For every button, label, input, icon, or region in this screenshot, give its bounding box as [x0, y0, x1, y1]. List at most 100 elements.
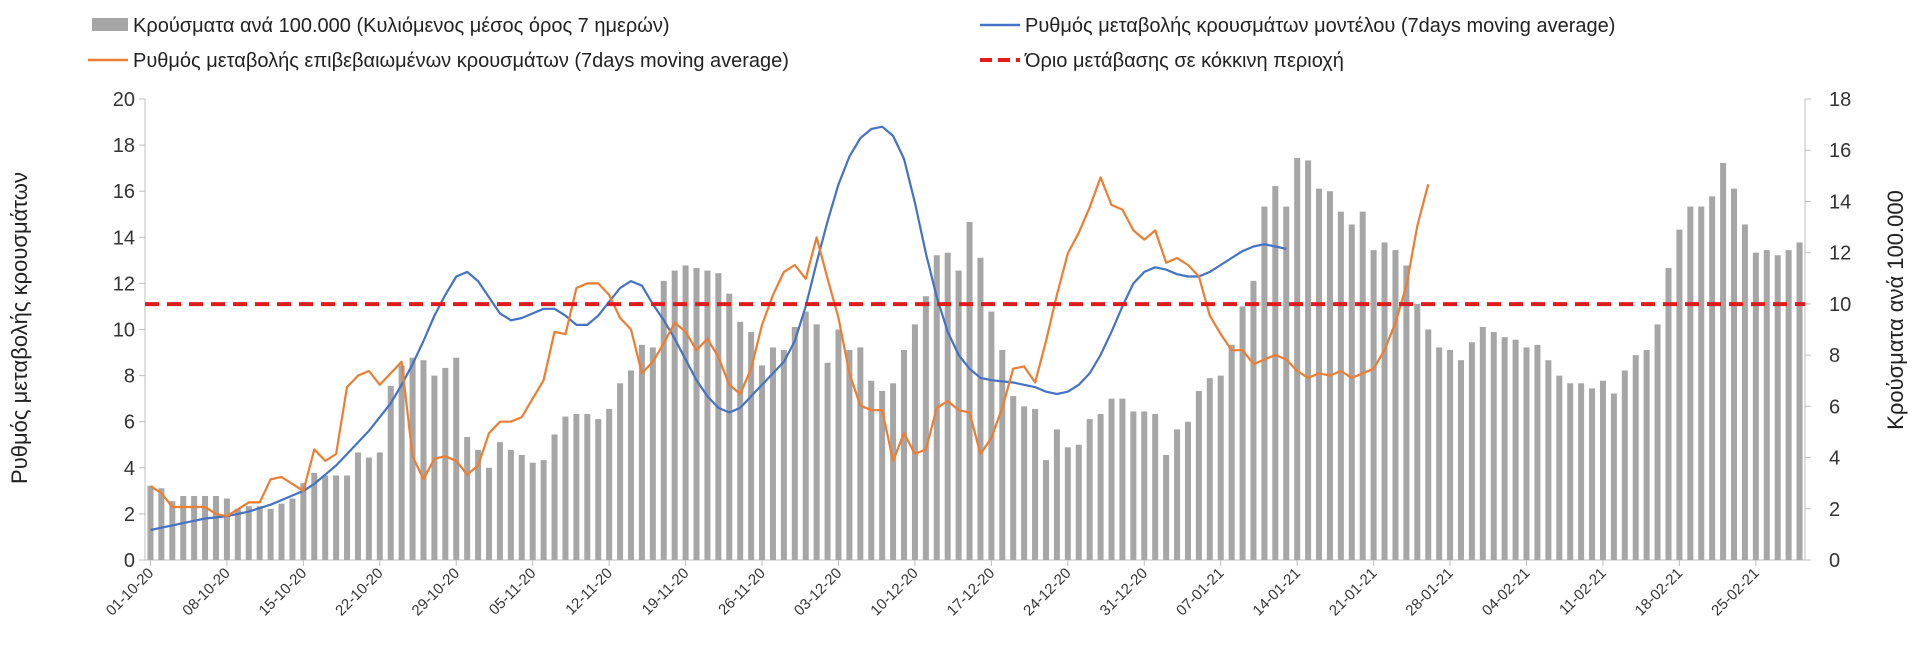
bar	[1599, 380, 1606, 560]
legend-bars-swatch	[92, 18, 128, 31]
bar	[1774, 255, 1781, 560]
bar	[1381, 242, 1388, 560]
bar	[1752, 252, 1759, 560]
bar	[857, 347, 864, 560]
bar	[1490, 332, 1497, 560]
left-axis-tick-label: 14	[113, 227, 135, 249]
bar	[901, 349, 908, 560]
bar	[1436, 347, 1443, 560]
x-axis-tick-label: 31-12-20	[1097, 565, 1151, 619]
bar	[322, 475, 329, 560]
bar	[748, 332, 755, 560]
right-axis-tick-label: 18	[1829, 89, 1851, 111]
x-axis-tick-label: 01-10-20	[103, 565, 157, 619]
bar	[1556, 375, 1563, 560]
right-axis-tick-label: 6	[1829, 396, 1840, 418]
bar	[890, 383, 897, 560]
bar	[1796, 242, 1803, 560]
right-axis-tick-label: 16	[1829, 140, 1851, 162]
bar	[453, 357, 460, 560]
bar	[1272, 186, 1279, 561]
bar	[387, 385, 394, 560]
bar	[1392, 250, 1399, 560]
bar	[606, 408, 613, 560]
bar	[1741, 224, 1748, 560]
x-axis-tick-label: 21-01-21	[1326, 565, 1380, 619]
bar	[212, 495, 219, 560]
left-axis-title: Ρυθμός μεταβολής κρουσμάτων	[7, 172, 32, 484]
x-axis-tick-label: 17-12-20	[944, 565, 998, 619]
bar	[1086, 419, 1093, 560]
left-axis-tick-label: 6	[124, 412, 135, 434]
x-axis-tick-label: 29-10-20	[409, 565, 463, 619]
x-axis-tick-label: 10-12-20	[867, 565, 921, 619]
bar	[496, 442, 503, 560]
bar	[1523, 347, 1530, 560]
bar	[627, 370, 634, 560]
bar	[344, 475, 351, 560]
bar	[1359, 211, 1366, 560]
x-axis-tick-label: 15-10-20	[256, 565, 310, 619]
bar	[256, 506, 263, 560]
bar	[1501, 337, 1508, 560]
bar	[660, 280, 667, 560]
bar	[1447, 349, 1454, 560]
bar	[759, 365, 766, 560]
right-axis-tick-label: 8	[1829, 345, 1840, 367]
bar	[1403, 265, 1410, 560]
bar	[333, 475, 340, 560]
x-axis-tick-label: 18-02-21	[1632, 565, 1686, 619]
bar	[464, 437, 471, 560]
left-axis-tick-label: 10	[113, 320, 135, 342]
x-axis-tick-label: 03-12-20	[791, 565, 845, 619]
x-axis-tick-label: 07-01-21	[1173, 565, 1227, 619]
bar	[769, 347, 776, 560]
bar	[234, 508, 241, 560]
bar	[267, 508, 274, 560]
x-axis-tick-label: 24-12-20	[1020, 565, 1074, 619]
x-axis-tick-label: 22-10-20	[332, 565, 386, 619]
bar	[1370, 250, 1377, 560]
bar	[1785, 250, 1792, 560]
bar	[1021, 406, 1028, 560]
bar	[1643, 349, 1650, 560]
bar	[682, 265, 689, 560]
legend-confirmed-label: Ρυθμός μεταβολής επιβεβαιωμένων κρουσμάτ…	[133, 50, 789, 72]
bar	[944, 252, 951, 560]
bar	[715, 273, 722, 560]
bar	[1654, 324, 1661, 560]
bar	[1414, 303, 1421, 560]
bar	[202, 495, 209, 560]
x-axis-tick-label: 26-11-20	[715, 565, 769, 619]
bar	[911, 324, 918, 560]
bar	[671, 270, 678, 560]
bar	[311, 472, 318, 560]
bar	[1064, 447, 1071, 560]
bar	[1545, 360, 1552, 560]
bar	[1665, 268, 1672, 560]
bar	[704, 270, 711, 560]
bar	[1457, 360, 1464, 560]
left-axis-tick-label: 0	[124, 550, 135, 572]
bar	[300, 483, 307, 560]
bar	[1152, 414, 1159, 560]
bar	[693, 268, 700, 560]
bar	[1294, 157, 1301, 560]
bar	[431, 375, 438, 560]
x-axis-tick-label: 12-11-20	[562, 565, 616, 619]
bar	[1720, 163, 1727, 560]
bar	[529, 462, 536, 560]
bar	[1479, 326, 1486, 560]
bar	[726, 293, 733, 560]
bar	[1108, 398, 1115, 560]
model-series-line	[150, 125, 1287, 532]
left-axis-tick-label: 16	[113, 181, 135, 203]
bar	[1250, 280, 1257, 560]
bar	[376, 452, 383, 560]
bar	[573, 414, 580, 560]
bar	[1239, 306, 1246, 560]
bar	[245, 506, 252, 560]
bar	[1305, 160, 1312, 560]
bar	[1589, 388, 1596, 560]
bar	[158, 488, 165, 560]
